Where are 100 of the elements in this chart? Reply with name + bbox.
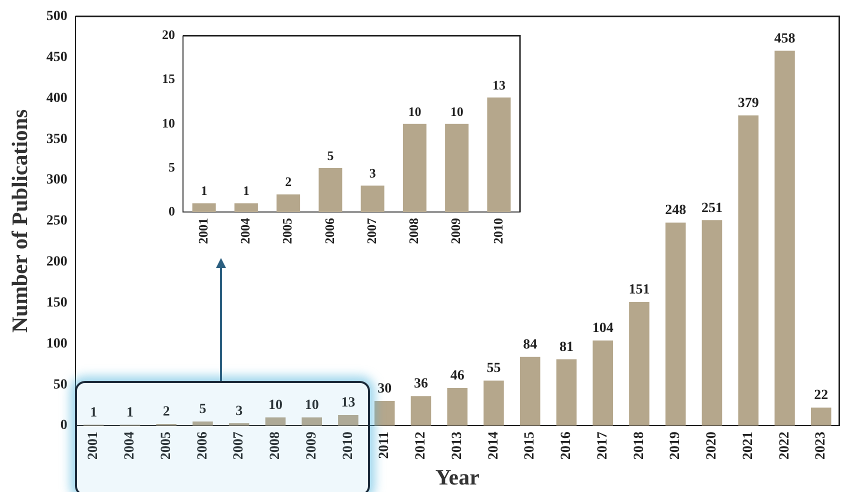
bar	[192, 422, 213, 426]
data-label: 248	[665, 203, 686, 218]
bar	[228, 423, 250, 426]
bar	[629, 302, 650, 426]
bar	[774, 50, 795, 426]
x-tick-label: 2021	[740, 432, 756, 460]
x-tick-label: 2019	[668, 432, 684, 460]
y-tick-label: 0	[60, 418, 68, 434]
data-label: 1	[126, 405, 134, 420]
data-label: 13	[341, 396, 356, 411]
y-tick-label: 450	[46, 50, 68, 65]
x-tick-label: 2001	[195, 218, 210, 244]
data-label: 55	[486, 361, 501, 376]
data-label: 1	[90, 405, 98, 420]
data-label: 5	[327, 148, 334, 163]
data-label: 1	[242, 183, 250, 198]
data-label: 251	[701, 200, 722, 216]
x-tick-label: 2010	[340, 432, 356, 460]
bar	[374, 401, 395, 426]
y-tick-label: 20	[162, 27, 175, 42]
x-tick-label: 2005	[158, 432, 174, 460]
bar	[556, 359, 577, 426]
bar	[445, 124, 469, 212]
x-tick-label: 2013	[450, 432, 465, 460]
y-tick-label: 300	[46, 172, 68, 188]
x-tick-label: 2010	[490, 218, 506, 244]
data-label: 10	[450, 104, 464, 119]
bar	[487, 97, 511, 212]
data-label: 151	[628, 282, 650, 298]
bar	[738, 115, 758, 426]
x-tick-label: 2008	[268, 432, 284, 460]
x-tick-label: 2006	[195, 432, 210, 460]
y-tick-label: 200	[46, 254, 68, 270]
bar	[520, 356, 540, 426]
bar	[360, 186, 384, 212]
data-label: 2	[285, 174, 292, 190]
data-label: 10	[408, 104, 422, 119]
x-tick-label: 2005	[280, 218, 295, 244]
data-label: 1	[200, 183, 208, 198]
data-label: 10	[268, 398, 282, 414]
bar	[338, 414, 358, 426]
x-tick-label: 2001	[86, 432, 102, 460]
bar	[410, 396, 432, 426]
bar	[665, 222, 686, 426]
x-tick-label: 2016	[559, 432, 574, 460]
x-tick-label: 2007	[232, 432, 247, 460]
data-label: 379	[738, 96, 759, 112]
x-tick-label: 2020	[704, 432, 720, 460]
data-label: 81	[559, 340, 574, 355]
y-tick-label: 100	[46, 336, 68, 352]
data-label: 3	[236, 404, 243, 419]
bar	[810, 408, 832, 426]
x-tick-label: 2011	[377, 432, 392, 459]
bar	[192, 203, 216, 212]
data-label: 104	[592, 321, 614, 336]
y-tick-label: 5	[168, 159, 176, 174]
data-label: 22	[814, 388, 828, 404]
x-tick-label: 2006	[322, 218, 337, 244]
bar	[234, 203, 258, 212]
y-tick-label: 400	[46, 90, 68, 106]
data-label: 46	[450, 368, 464, 384]
y-axis-title: Number of Publications	[6, 108, 32, 333]
x-tick-label: 2017	[595, 432, 610, 460]
data-label: 30	[378, 382, 392, 397]
x-tick-label: 2004	[238, 218, 253, 244]
x-tick-label: 2014	[486, 432, 502, 460]
x-axis-title: Year	[435, 464, 480, 490]
data-label: 10	[304, 398, 319, 414]
x-tick-label: 2007	[364, 218, 379, 244]
x-tick-label: 2022	[777, 432, 792, 460]
bar	[592, 340, 613, 426]
y-tick-label: 500	[46, 9, 68, 24]
x-tick-label: 2009	[304, 432, 320, 460]
data-label: 13	[492, 77, 506, 92]
bar	[318, 168, 342, 212]
data-label: 36	[414, 376, 428, 392]
y-tick-label: 15	[162, 71, 176, 86]
x-tick-label: 2015	[522, 432, 538, 460]
bar	[265, 417, 286, 426]
y-tick-label: 50	[53, 377, 68, 392]
data-label: 2	[162, 404, 170, 420]
data-label: 5	[199, 402, 206, 418]
x-tick-label: 2012	[414, 432, 429, 460]
bar	[702, 220, 722, 426]
data-label: 458	[774, 31, 796, 46]
y-tick-label: 0	[168, 203, 175, 218]
x-tick-label: 2018	[632, 432, 647, 460]
bar	[447, 388, 468, 426]
y-tick-label: 10	[162, 115, 175, 130]
bar	[276, 194, 300, 212]
data-label: 84	[523, 337, 538, 352]
x-tick-label: 2009	[448, 218, 464, 244]
x-tick-label: 2008	[406, 218, 422, 244]
y-tick-label: 250	[46, 214, 68, 229]
bar	[484, 380, 504, 426]
bar	[402, 124, 426, 212]
x-tick-label: 2004	[122, 432, 138, 460]
y-tick-label: 350	[46, 132, 68, 147]
data-label: 3	[369, 165, 376, 180]
bar	[302, 417, 322, 426]
